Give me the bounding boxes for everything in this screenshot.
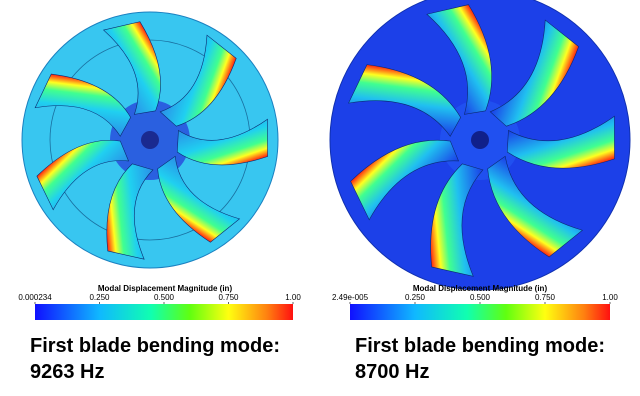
blade [506,115,615,169]
impeller-right [329,0,631,291]
colorbar-tick-label: 0.750 [218,293,239,302]
blade [36,139,129,211]
colorbar-tick-label: 1.00 [285,293,301,302]
caption: First blade bending mode: [30,335,280,357]
caption: First blade bending mode: [355,335,605,357]
blade [159,34,237,127]
colorbar-tick-label: 1.00 [602,293,618,302]
blade [157,155,241,243]
colorbar-tick-label: 0.500 [470,293,491,302]
colorbar [350,304,610,320]
blade [489,19,579,127]
blade [102,21,161,115]
blade [348,64,462,137]
impeller-left [21,11,279,269]
colorbar-tick-label: 0.750 [535,293,556,302]
blade [487,155,584,258]
colorbar-tick-label: 0.000234 [18,293,52,302]
colorbar-title: Modal Displacement Magnitude (in) [413,284,548,293]
colorbar-tick-label: 0.250 [405,293,426,302]
blade [430,163,484,277]
colorbar-left: Modal Displacement Magnitude (in) 0.0002… [18,284,301,320]
colorbar [35,304,293,320]
colorbar-tick-label: 2.49e-005 [332,293,369,302]
colorbar-right: Modal Displacement Magnitude (in) 2.49e-… [332,284,618,320]
colorbar-title: Modal Displacement Magnitude (in) [98,284,233,293]
caption: 9263 Hz [30,361,105,383]
colorbar-tick-label: 0.250 [89,293,110,302]
caption: 8700 Hz [355,361,430,383]
colorbar-tick-label: 0.500 [154,293,175,302]
blade [426,4,493,115]
blade [350,139,459,221]
blade [106,163,154,260]
blade [34,73,132,137]
blade [176,118,268,166]
